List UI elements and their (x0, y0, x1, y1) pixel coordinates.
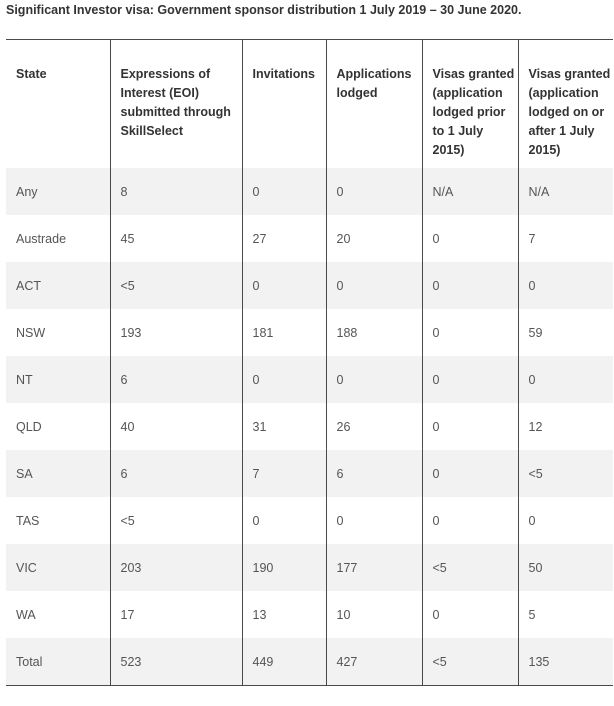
table-row: ACT <5 0 0 0 0 (6, 262, 613, 309)
applications-cell: 0 (325, 262, 422, 309)
visas-before-cell: <5 (421, 544, 518, 591)
state-cell: Austrade (6, 215, 110, 262)
eoi-cell: 8 (109, 168, 242, 215)
header-visas-granted-after-2015: Visas granted (application lodged on or … (517, 39, 613, 168)
state-cell: ACT (6, 262, 110, 309)
table-row: QLD 40 31 26 0 12 (6, 403, 613, 450)
table-row: Austrade 45 27 20 0 7 (6, 215, 613, 262)
visas-before-cell: N/A (421, 168, 518, 215)
eoi-cell: 40 (109, 403, 242, 450)
invitations-cell: 27 (241, 215, 326, 262)
invitations-cell: 181 (241, 309, 326, 356)
state-cell: SA (6, 450, 110, 497)
applications-cell: 0 (325, 356, 422, 403)
eoi-cell: 45 (109, 215, 242, 262)
visas-after-cell: 135 (517, 638, 613, 686)
eoi-cell: <5 (109, 262, 242, 309)
applications-cell: 20 (325, 215, 422, 262)
eoi-cell: 203 (109, 544, 242, 591)
header-invitations: Invitations (241, 39, 326, 168)
applications-cell: 0 (325, 168, 422, 215)
header-visas-granted-before-2015: Visas granted (application lodged prior … (421, 39, 518, 168)
visas-before-cell: 0 (421, 591, 518, 638)
visas-before-cell: 0 (421, 356, 518, 403)
eoi-cell: <5 (109, 497, 242, 544)
table-row: NSW 193 181 188 0 59 (6, 309, 613, 356)
header-row: State Expressions of Interest (EOI) subm… (6, 39, 613, 168)
state-cell: Any (6, 168, 110, 215)
invitations-cell: 190 (241, 544, 326, 591)
visas-after-cell: 50 (517, 544, 613, 591)
state-cell: TAS (6, 497, 110, 544)
visas-after-cell: 0 (517, 356, 613, 403)
table-row: NT 6 0 0 0 0 (6, 356, 613, 403)
visas-before-cell: 0 (421, 262, 518, 309)
visas-before-cell: 0 (421, 403, 518, 450)
invitations-cell: 31 (241, 403, 326, 450)
header-eoi: Expressions of Interest (EOI) submitted … (109, 39, 242, 168)
table-row: Any 8 0 0 N/A N/A (6, 168, 613, 215)
state-cell: Total (6, 638, 110, 686)
sponsor-distribution-table: State Expressions of Interest (EOI) subm… (6, 39, 613, 686)
visas-after-cell: 5 (517, 591, 613, 638)
visas-after-cell: 0 (517, 262, 613, 309)
applications-cell: 177 (325, 544, 422, 591)
invitations-cell: 0 (241, 497, 326, 544)
applications-cell: 6 (325, 450, 422, 497)
visas-after-cell: 59 (517, 309, 613, 356)
applications-cell: 0 (325, 497, 422, 544)
visas-before-cell: 0 (421, 450, 518, 497)
visas-after-cell: 12 (517, 403, 613, 450)
applications-cell: 10 (325, 591, 422, 638)
invitations-cell: 0 (241, 262, 326, 309)
state-cell: QLD (6, 403, 110, 450)
state-cell: NT (6, 356, 110, 403)
invitations-cell: 7 (241, 450, 326, 497)
table-row: TAS <5 0 0 0 0 (6, 497, 613, 544)
eoi-cell: 523 (109, 638, 242, 686)
eoi-cell: 193 (109, 309, 242, 356)
visas-before-cell: 0 (421, 309, 518, 356)
table-title: Significant Investor visa: Government sp… (6, 3, 522, 17)
visas-after-cell: N/A (517, 168, 613, 215)
visas-after-cell: 0 (517, 497, 613, 544)
state-cell: NSW (6, 309, 110, 356)
table-row: SA 6 7 6 0 <5 (6, 450, 613, 497)
invitations-cell: 0 (241, 356, 326, 403)
applications-cell: 26 (325, 403, 422, 450)
invitations-cell: 449 (241, 638, 326, 686)
table-row: WA 17 13 10 0 5 (6, 591, 613, 638)
eoi-cell: 6 (109, 450, 242, 497)
visas-before-cell: 0 (421, 215, 518, 262)
state-cell: VIC (6, 544, 110, 591)
eoi-cell: 6 (109, 356, 242, 403)
table-row: Total 523 449 427 <5 135 (6, 638, 613, 686)
visas-before-cell: 0 (421, 497, 518, 544)
header-state: State (16, 67, 47, 81)
visas-after-cell: <5 (517, 450, 613, 497)
table-row: VIC 203 190 177 <5 50 (6, 544, 613, 591)
visas-before-cell: <5 (421, 638, 518, 686)
eoi-cell: 17 (109, 591, 242, 638)
invitations-cell: 13 (241, 591, 326, 638)
applications-cell: 188 (325, 309, 422, 356)
state-cell: WA (6, 591, 110, 638)
visas-after-cell: 7 (517, 215, 613, 262)
invitations-cell: 0 (241, 168, 326, 215)
applications-cell: 427 (325, 638, 422, 686)
header-applications-lodged: Applications lodged (325, 39, 422, 168)
